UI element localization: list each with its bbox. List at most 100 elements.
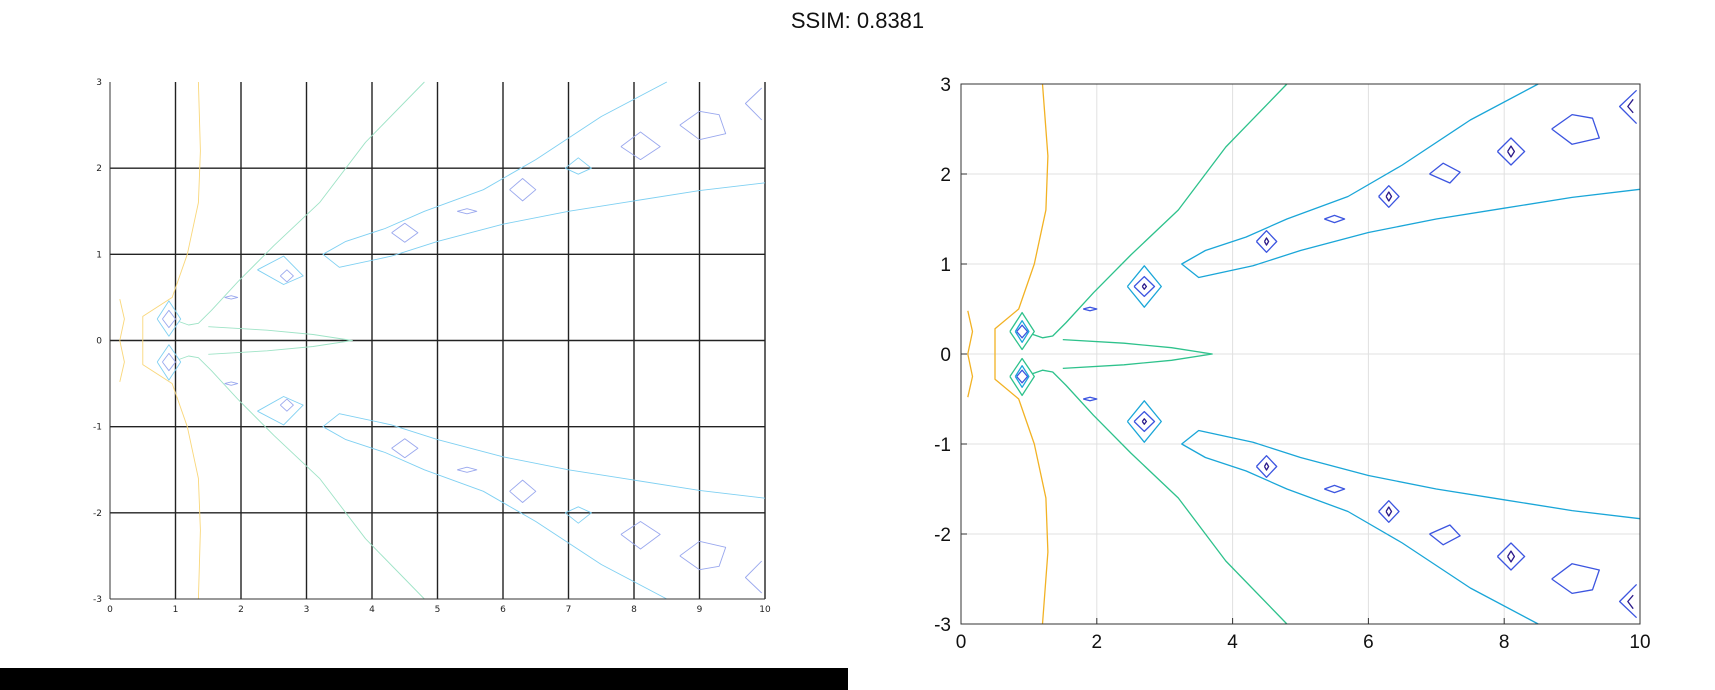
x-tick-label: 8 [631, 605, 637, 615]
contour-line [457, 466, 478, 473]
contour-line [1014, 365, 1030, 388]
contour-line [994, 83, 1049, 625]
contour-line [967, 310, 974, 398]
contour-line [1133, 275, 1156, 298]
x-tick-label: 6 [1363, 632, 1374, 653]
contour-line [1181, 83, 1641, 279]
x-tick-label: 0 [107, 605, 113, 615]
contour-line [1496, 542, 1526, 571]
x-tick-label: 10 [1629, 632, 1650, 653]
contour-line [1032, 369, 1288, 625]
contour-line [162, 352, 176, 372]
contour-line [1083, 396, 1098, 402]
contour-line [1009, 311, 1035, 351]
black-bar [0, 668, 848, 690]
contour-line [1263, 237, 1270, 246]
contour-line [1507, 145, 1516, 158]
contour-line [322, 413, 766, 600]
contour-line [391, 438, 419, 459]
contour-line [224, 295, 239, 300]
y-tick-label: -1 [93, 423, 102, 433]
contour-line [620, 521, 661, 550]
contour-line [1507, 550, 1516, 563]
contour-line [1385, 191, 1393, 202]
contour-line [178, 81, 425, 326]
contour-line [208, 326, 353, 355]
x-tick-label: 8 [1499, 632, 1510, 653]
contour-line [1551, 113, 1600, 145]
contour-line [322, 81, 766, 268]
contour-line [119, 298, 125, 383]
x-tick-label: 2 [1092, 632, 1103, 653]
contour-line [391, 222, 419, 243]
contour-line [509, 479, 537, 503]
contour-line [564, 506, 592, 524]
y-tick-label: 3 [940, 75, 951, 96]
contour-line [620, 131, 661, 161]
x-tick-label: 4 [369, 605, 375, 615]
contour-line [1181, 429, 1641, 625]
y-tick-label: -2 [934, 525, 951, 546]
contour-line [1126, 265, 1162, 308]
contour-line [1378, 185, 1400, 208]
contour-line [679, 110, 727, 141]
x-tick-label: 4 [1227, 632, 1238, 653]
contour-line [744, 560, 763, 594]
contour-line [1263, 462, 1270, 471]
contour-line [1551, 563, 1600, 595]
y-tick-label: -3 [934, 615, 951, 636]
x-tick-label: 3 [304, 605, 310, 615]
x-tick-label: 10 [759, 605, 771, 615]
y-tick-label: -1 [934, 435, 951, 456]
contour-line [679, 540, 727, 571]
contour-line [1032, 83, 1288, 339]
contour-line [156, 344, 182, 381]
contour-line [509, 178, 537, 202]
contour-line [224, 381, 239, 386]
contour-line [156, 300, 182, 337]
contour-line [1324, 214, 1346, 224]
contour-line [162, 309, 176, 329]
x-tick-label: 1 [173, 605, 179, 615]
contour-line [1255, 230, 1278, 253]
contour-line [1062, 338, 1213, 370]
contour-line [564, 157, 592, 175]
x-tick-label: 0 [956, 632, 967, 653]
y-tick-label: 2 [940, 165, 951, 186]
contour-line [1618, 89, 1638, 125]
contour-line [457, 208, 478, 215]
contour-line [279, 398, 294, 412]
contour-line [1429, 162, 1461, 184]
y-tick-label: 1 [96, 250, 102, 260]
x-tick-label: 9 [697, 605, 703, 615]
contour-line [257, 255, 304, 285]
contour-line [1429, 524, 1461, 546]
contour-line [279, 269, 294, 283]
y-tick-label: -2 [93, 509, 102, 519]
contour-line [1378, 500, 1400, 523]
y-tick-label: 2 [96, 164, 102, 174]
contour-line [1141, 283, 1148, 290]
x-tick-label: 6 [500, 605, 506, 615]
x-tick-label: 2 [238, 605, 244, 615]
contour-line [1627, 594, 1634, 610]
contour-line [1385, 506, 1393, 517]
contour-line [1126, 400, 1162, 443]
y-tick-label: 3 [96, 78, 102, 88]
contour-line [1133, 410, 1156, 433]
y-tick-label: 0 [940, 345, 951, 366]
contour-line [1324, 484, 1346, 494]
contour-line [1016, 369, 1029, 384]
figure-title: SSIM: 0.8381 [790, 8, 925, 33]
x-tick-label: 5 [435, 605, 441, 615]
contour-line [1016, 324, 1029, 339]
contour-line [257, 396, 304, 426]
contour-line [178, 355, 425, 600]
contour-line [1255, 455, 1278, 478]
y-tick-label: 1 [940, 255, 951, 276]
contour-line [1618, 583, 1638, 619]
contour-line [1627, 98, 1634, 114]
y-tick-label: -3 [93, 595, 102, 605]
